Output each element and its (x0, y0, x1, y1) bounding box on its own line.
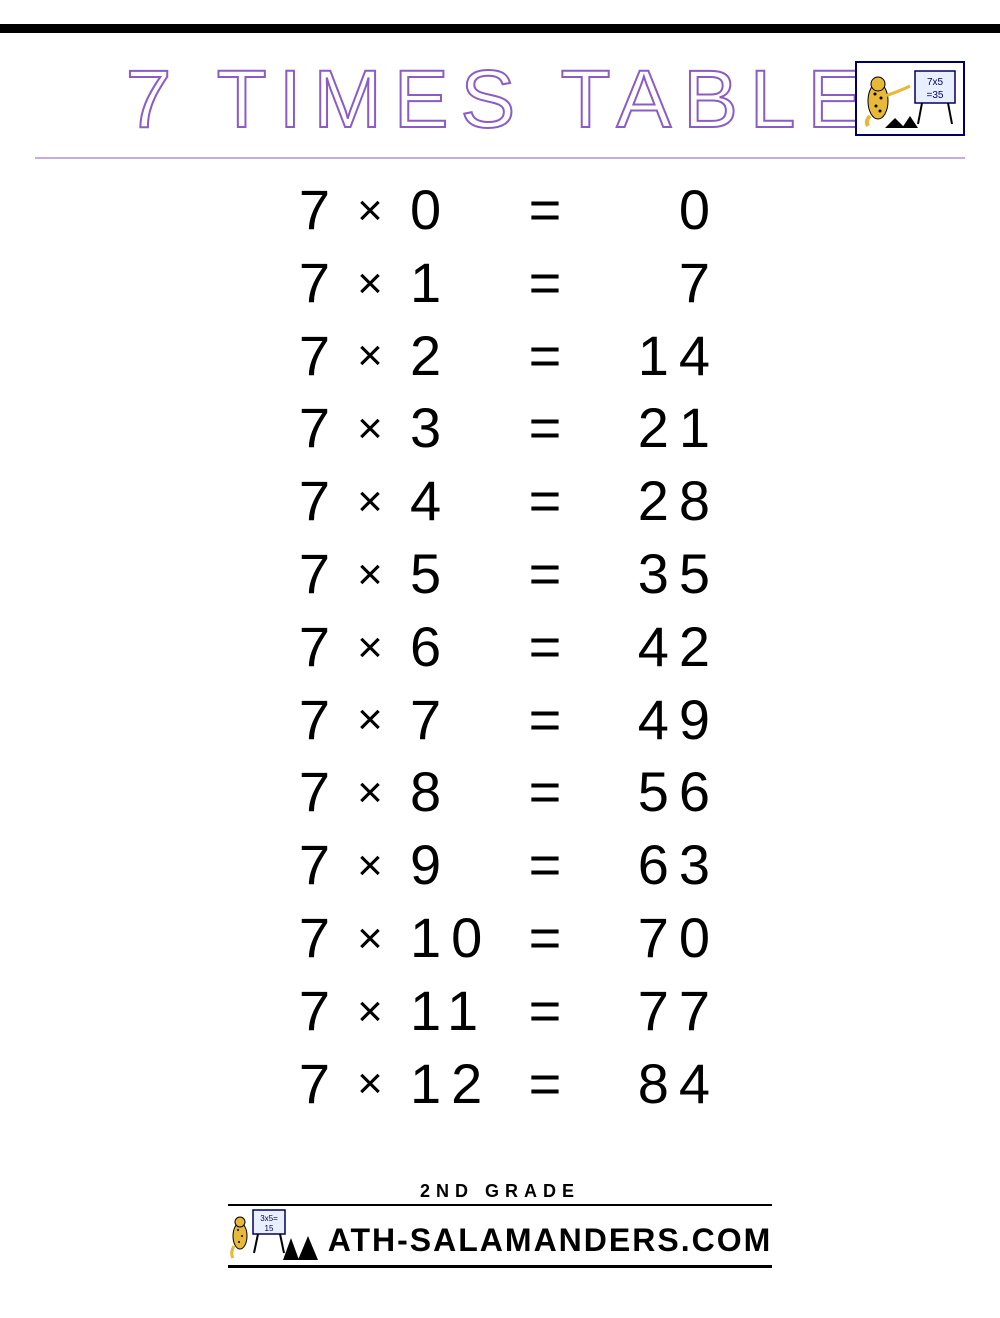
multiplier: 9 (410, 829, 510, 902)
table-row: 7×7=49 (280, 684, 720, 757)
product: 35 (590, 538, 720, 611)
times-sign: × (340, 619, 410, 676)
multiplicand: 7 (280, 1048, 340, 1121)
table-row: 7×5=35 (280, 538, 720, 611)
footer-brand-name: ATH-SALAMANDERS.COM (328, 1222, 772, 1263)
times-sign: × (340, 400, 410, 457)
table-row: 7×6=42 (280, 611, 720, 684)
times-sign: × (340, 473, 410, 530)
equals-sign: = (510, 174, 590, 247)
times-sign: × (340, 182, 410, 239)
multiplier: 12 (410, 1048, 510, 1121)
multiplicand: 7 (280, 538, 340, 611)
product: 28 (590, 465, 720, 538)
multiplier: 6 (410, 611, 510, 684)
equals-sign: = (510, 611, 590, 684)
multiplier: 5 (410, 538, 510, 611)
table-row: 7×4=28 (280, 465, 720, 538)
equals-sign: = (510, 975, 590, 1048)
multiplier: 8 (410, 756, 510, 829)
equals-sign: = (510, 829, 590, 902)
multiplier: 2 (410, 320, 510, 393)
times-sign: × (340, 691, 410, 748)
footer-brand-row: 3x5= 15 ATH-SALAMANDERS.COM (228, 1204, 772, 1268)
product: 77 (590, 975, 720, 1048)
equals-sign: = (510, 902, 590, 975)
multiplicand: 7 (280, 684, 340, 757)
times-sign: × (340, 837, 410, 894)
table-row: 7×0=0 (280, 174, 720, 247)
multiplicand: 7 (280, 975, 340, 1048)
logo-box: 7x5 =35 (855, 61, 965, 136)
footer-logo-board-text-2: 15 (264, 1224, 273, 1233)
times-sign: × (340, 546, 410, 603)
footer-salamander-logo-icon: 3x5= 15 (228, 1208, 323, 1263)
multiplier: 10 (410, 902, 510, 975)
multiplicand: 7 (280, 174, 340, 247)
multiplier: 1 (410, 247, 510, 320)
top-border (0, 24, 1000, 33)
logo-board-text-2: =35 (927, 90, 944, 101)
table-row: 7×1=7 (280, 247, 720, 320)
table-row: 7×9=63 (280, 829, 720, 902)
page-title: 7 TIMES TABLE (126, 53, 874, 147)
times-sign: × (340, 983, 410, 1040)
multiplier: 4 (410, 465, 510, 538)
equals-sign: = (510, 392, 590, 465)
equals-sign: = (510, 684, 590, 757)
product: 49 (590, 684, 720, 757)
multiplicand: 7 (280, 392, 340, 465)
multiplicand: 7 (280, 320, 340, 393)
equals-sign: = (510, 756, 590, 829)
title-underline (35, 157, 965, 159)
times-sign: × (340, 255, 410, 312)
footer-logo-board-text-1: 3x5= (260, 1214, 278, 1223)
table-row: 7×8=56 (280, 756, 720, 829)
multiplicand: 7 (280, 902, 340, 975)
table-row: 7×11=77 (280, 975, 720, 1048)
times-sign: × (340, 327, 410, 384)
product: 56 (590, 756, 720, 829)
multiplier: 11 (410, 975, 510, 1048)
product: 0 (590, 174, 720, 247)
table-row: 7×3=21 (280, 392, 720, 465)
multiplier: 0 (410, 174, 510, 247)
equals-sign: = (510, 320, 590, 393)
footer: 2ND GRADE 3x5= 15 ATH-SALAMANDERS.COM (0, 1181, 1000, 1268)
equals-sign: = (510, 1048, 590, 1121)
table-row: 7×12=84 (280, 1048, 720, 1121)
times-sign: × (340, 1055, 410, 1112)
product: 63 (590, 829, 720, 902)
multiplier: 3 (410, 392, 510, 465)
times-table: 7×0=07×1=77×2=147×3=217×4=287×5=357×6=42… (0, 174, 1000, 1120)
multiplicand: 7 (280, 465, 340, 538)
multiplicand: 7 (280, 247, 340, 320)
product: 70 (590, 902, 720, 975)
multiplicand: 7 (280, 756, 340, 829)
product: 21 (590, 392, 720, 465)
table-row: 7×2=14 (280, 320, 720, 393)
header-section: 7 TIMES TABLE 7x5 =35 (0, 33, 1000, 157)
logo-board-text-1: 7x5 (927, 77, 944, 88)
equals-sign: = (510, 247, 590, 320)
product: 42 (590, 611, 720, 684)
table-row: 7×10=70 (280, 902, 720, 975)
product: 84 (590, 1048, 720, 1121)
product: 7 (590, 247, 720, 320)
product: 14 (590, 320, 720, 393)
multiplicand: 7 (280, 611, 340, 684)
footer-grade-label: 2ND GRADE (420, 1181, 580, 1202)
equals-sign: = (510, 465, 590, 538)
salamander-logo-icon: 7x5 =35 (860, 66, 960, 131)
equals-sign: = (510, 538, 590, 611)
multiplicand: 7 (280, 829, 340, 902)
times-sign: × (340, 910, 410, 967)
times-sign: × (340, 764, 410, 821)
multiplier: 7 (410, 684, 510, 757)
